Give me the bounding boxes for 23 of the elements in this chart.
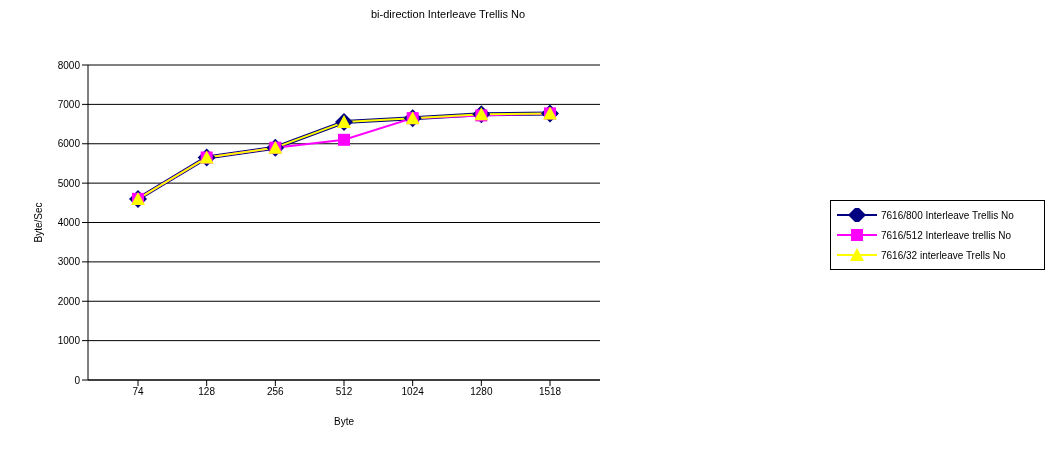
y-tick-label: 7000 (57, 98, 81, 110)
y-tick-label: 6000 (57, 138, 81, 150)
x-tick-label: 128 (198, 386, 216, 398)
x-axis-title: Byte (333, 416, 355, 427)
legend-label: 7616/32 interleave Trells No (881, 249, 1006, 261)
y-tick-label: 1000 (57, 335, 81, 347)
x-tick-label: 74 (132, 386, 144, 398)
legend-label: 7616/800 Interleave Trellis No (881, 209, 1014, 221)
y-tick-label: 2000 (57, 295, 81, 307)
point (338, 133, 350, 146)
y-axis-title: Byte/Sec (32, 202, 44, 243)
y-tick-label: 3000 (57, 256, 81, 268)
x-tick-label: 1518 (538, 386, 562, 398)
x-tick-label: 1024 (401, 386, 425, 398)
y-tick-label: 4000 (57, 217, 81, 229)
x-tick-label: 1280 (470, 386, 493, 398)
y-tick-label: 8000 (57, 59, 81, 71)
legend-label: 7616/512 Interleave trellis No (881, 229, 1012, 241)
x-tick-label: 512 (335, 386, 353, 398)
y-tick-label: 0 (74, 374, 81, 386)
x-tick-label: 256 (266, 386, 285, 398)
y-tick-label: 5000 (57, 177, 81, 189)
chart-title: bi-direction Interleave Trellis No (369, 8, 527, 20)
